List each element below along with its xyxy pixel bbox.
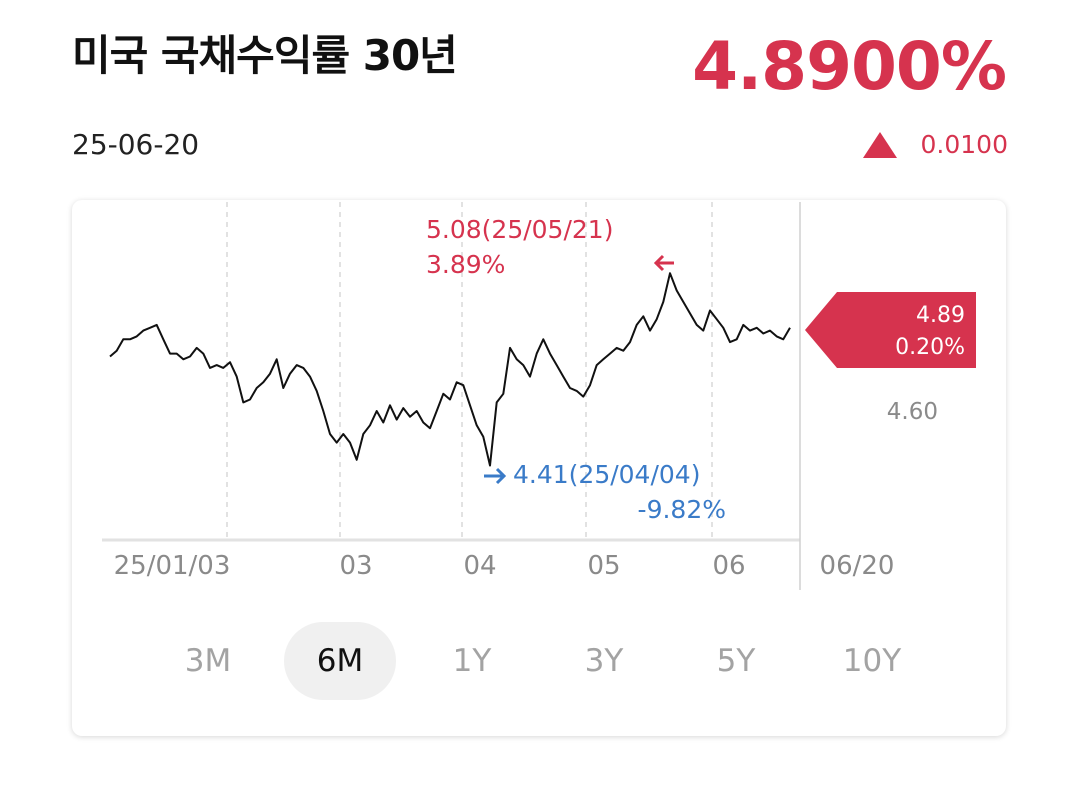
period-tab-3y[interactable]: 3Y — [584, 643, 624, 679]
series-line — [109, 272, 791, 467]
x-tick-label: 25/01/03 — [114, 551, 231, 581]
x-tick-label: 06/20 — [820, 551, 895, 581]
period-tab-5y[interactable]: 5Y — [716, 643, 756, 679]
x-tick-label: 06 — [712, 551, 745, 581]
period-tab-6m[interactable]: 6M — [284, 622, 396, 700]
x-tick-label: 03 — [339, 551, 372, 581]
arrow-left-icon — [653, 254, 674, 272]
x-tick-label: 05 — [587, 551, 620, 581]
current-value-label: 4.89 — [916, 303, 965, 328]
period-tab-3m[interactable]: 3M — [184, 643, 232, 679]
price-change-value: 0.0100 — [920, 130, 1008, 159]
line-chart[interactable]: 4.60 25/01/03 03 04 05 06 06/20 5.08(25/05/21) 3… — [72, 200, 1006, 600]
chart-card: 4.60 25/01/03 03 04 05 06 06/20 5.08(25/05/21) 3… — [72, 200, 1006, 736]
max-value-label: 5.08(25/05/21) — [426, 215, 613, 244]
x-tick-label: 04 — [463, 551, 496, 581]
period-tab-10y[interactable]: 10Y — [842, 643, 902, 679]
triangle-up-icon — [862, 131, 897, 158]
quote-date: 25-06-20 — [72, 128, 200, 161]
min-change-label: -9.82% — [638, 495, 726, 524]
max-change-label: 3.89% — [426, 250, 505, 279]
current-value-tag — [805, 292, 976, 368]
page-title: 미국 국채수익률 30년 — [72, 31, 458, 80]
y-tick-label: 4.60 — [887, 399, 938, 425]
price-change: 0.0100 — [862, 130, 1008, 159]
period-tab-1y[interactable]: 1Y — [452, 643, 492, 679]
current-change-label: 0.20% — [895, 335, 965, 360]
min-value-label: 4.41(25/04/04) — [513, 460, 700, 489]
current-price: 4.8900% — [692, 28, 1007, 105]
arrow-right-icon — [484, 467, 507, 485]
period-selector: 3M 6M 1Y 3Y 5Y 10Y — [72, 622, 1006, 700]
